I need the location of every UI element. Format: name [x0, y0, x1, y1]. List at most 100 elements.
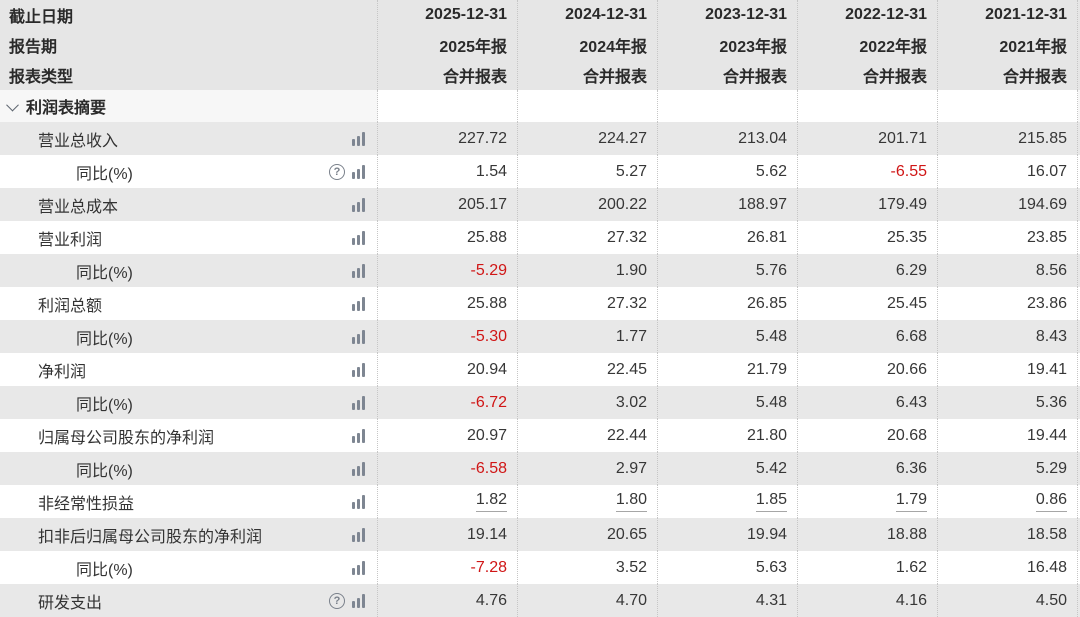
bar-chart-icon[interactable] [352, 263, 365, 278]
cell-value: 26.81 [746, 228, 787, 246]
header-report-type: 合并报表 [722, 69, 787, 86]
bar-chart-icon[interactable] [352, 362, 365, 377]
cell-value: 6.29 [895, 261, 927, 279]
row-label: 营业利润 [38, 231, 103, 249]
bar-chart-icon[interactable] [352, 395, 365, 410]
value-cell: 5.63 [658, 551, 798, 584]
value-cell: 0.86 [938, 485, 1078, 518]
header-end-date: 2024-12-31 [565, 6, 647, 23]
value-cell: -6.58 [378, 452, 518, 485]
row-label: 同比(%) [76, 330, 133, 348]
cell-value: 205.17 [458, 195, 507, 213]
cell-value: 19.44 [1026, 426, 1067, 444]
help-icon[interactable]: ? [329, 592, 345, 609]
header-period: 2025年报 [439, 39, 507, 56]
header-column-2021-12-31: 2021-12-31 2021年报 合并报表 [938, 0, 1078, 90]
value-cell: 25.35 [798, 221, 938, 254]
table-row: 归属母公司股东的净利润 20.97 22.44 21.80 20.68 19.44 [0, 419, 1080, 452]
row-icons [352, 287, 365, 320]
header-field-labels: 截止日期 报告期 报表类型 [0, 0, 378, 90]
row-icons [352, 551, 365, 584]
value-cell: 27.32 [518, 287, 658, 320]
table-row: 同比(%) -6.72 3.02 5.48 6.43 5.36 [0, 386, 1080, 419]
table-row: 净利润 20.94 22.45 21.79 20.66 19.41 [0, 353, 1080, 386]
cell-value: 5.62 [755, 162, 787, 180]
row-label-cell: 同比(%)? [0, 155, 378, 188]
value-cell: 3.02 [518, 386, 658, 419]
table-row: 同比(%) -5.29 1.90 5.76 6.29 8.56 [0, 254, 1080, 287]
cell-value: 2.97 [615, 459, 647, 477]
help-icon[interactable]: ? [329, 163, 345, 180]
bar-chart-icon[interactable] [352, 593, 365, 608]
cell-value: -5.29 [470, 261, 507, 279]
row-icons [352, 221, 365, 254]
bar-chart-icon[interactable] [352, 197, 365, 212]
header-column-2023-12-31: 2023-12-31 2023年报 合并报表 [658, 0, 798, 90]
cell-value: 5.36 [1035, 393, 1067, 411]
chevron-down-icon[interactable] [6, 98, 19, 111]
cell-value: 1.85 [755, 491, 787, 512]
cell-value: 5.29 [1035, 459, 1067, 477]
cell-value: -7.28 [470, 558, 507, 576]
bar-chart-icon[interactable] [352, 461, 365, 476]
header-label-report-type: 报表类型 [9, 69, 74, 86]
row-icons [352, 122, 365, 155]
cell-value: 200.22 [598, 195, 647, 213]
row-label: 营业总收入 [38, 132, 119, 150]
bar-chart-icon[interactable] [352, 131, 365, 146]
bar-chart-icon[interactable] [352, 494, 365, 509]
table-row: 营业总成本 205.17 200.22 188.97 179.49 194.69 [0, 188, 1080, 221]
row-label-cell: 非经常性损益 [0, 485, 378, 518]
table-row: 同比(%) -6.58 2.97 5.42 6.36 5.29 [0, 452, 1080, 485]
header-period: 2022年报 [859, 39, 927, 56]
row-label-cell: 归属母公司股东的净利润 [0, 419, 378, 452]
cell-value: 20.68 [886, 426, 927, 444]
bar-chart-icon[interactable] [352, 230, 365, 245]
bar-chart-icon[interactable] [352, 428, 365, 443]
cell-value: 6.36 [895, 459, 927, 477]
value-cell: 1.80 [518, 485, 658, 518]
value-cell: 1.79 [798, 485, 938, 518]
bar-chart-icon[interactable] [352, 560, 365, 575]
cell-value: 5.27 [615, 162, 647, 180]
header-period: 2024年报 [579, 39, 647, 56]
value-cell: -7.28 [378, 551, 518, 584]
header-report-type: 合并报表 [1002, 69, 1067, 86]
row-label-cell: 同比(%) [0, 551, 378, 584]
cell-value: 188.97 [738, 195, 787, 213]
value-cell: 6.36 [798, 452, 938, 485]
bar-chart-icon[interactable] [352, 329, 365, 344]
row-icons [352, 320, 365, 353]
bar-chart-icon[interactable] [352, 296, 365, 311]
row-label-cell: 营业总收入 [0, 122, 378, 155]
value-cell: 4.50 [938, 584, 1078, 617]
value-cell: 5.36 [938, 386, 1078, 419]
row-label: 同比(%) [76, 561, 133, 579]
cell-value: 18.58 [1026, 525, 1067, 543]
row-label-cell: 净利润 [0, 353, 378, 386]
row-label: 营业总成本 [38, 198, 119, 216]
bar-chart-icon[interactable] [352, 164, 365, 179]
section-row-income-statement[interactable]: 利润表摘要 [0, 90, 1080, 122]
value-cell: 4.31 [658, 584, 798, 617]
value-cell: 1.82 [378, 485, 518, 518]
table-row: 同比(%) -7.28 3.52 5.63 1.62 16.48 [0, 551, 1080, 584]
row-icons [352, 485, 365, 518]
value-cell: 26.81 [658, 221, 798, 254]
cell-value: -6.55 [890, 162, 927, 180]
section-label-cell[interactable]: 利润表摘要 [0, 90, 378, 122]
section-empty-cell [378, 90, 518, 122]
cell-value: 19.94 [746, 525, 787, 543]
row-icons: ? [329, 584, 365, 617]
value-cell: -5.29 [378, 254, 518, 287]
cell-value: 21.79 [746, 360, 787, 378]
cell-value: 27.32 [606, 294, 647, 312]
cell-value: 0.86 [1035, 491, 1067, 512]
row-label-cell: 利润总额 [0, 287, 378, 320]
cell-value: 19.41 [1026, 360, 1067, 378]
cell-value: 3.02 [615, 393, 647, 411]
cell-value: 4.76 [475, 591, 507, 609]
value-cell: 6.29 [798, 254, 938, 287]
bar-chart-icon[interactable] [352, 527, 365, 542]
header-column-2022-12-31: 2022-12-31 2022年报 合并报表 [798, 0, 938, 90]
